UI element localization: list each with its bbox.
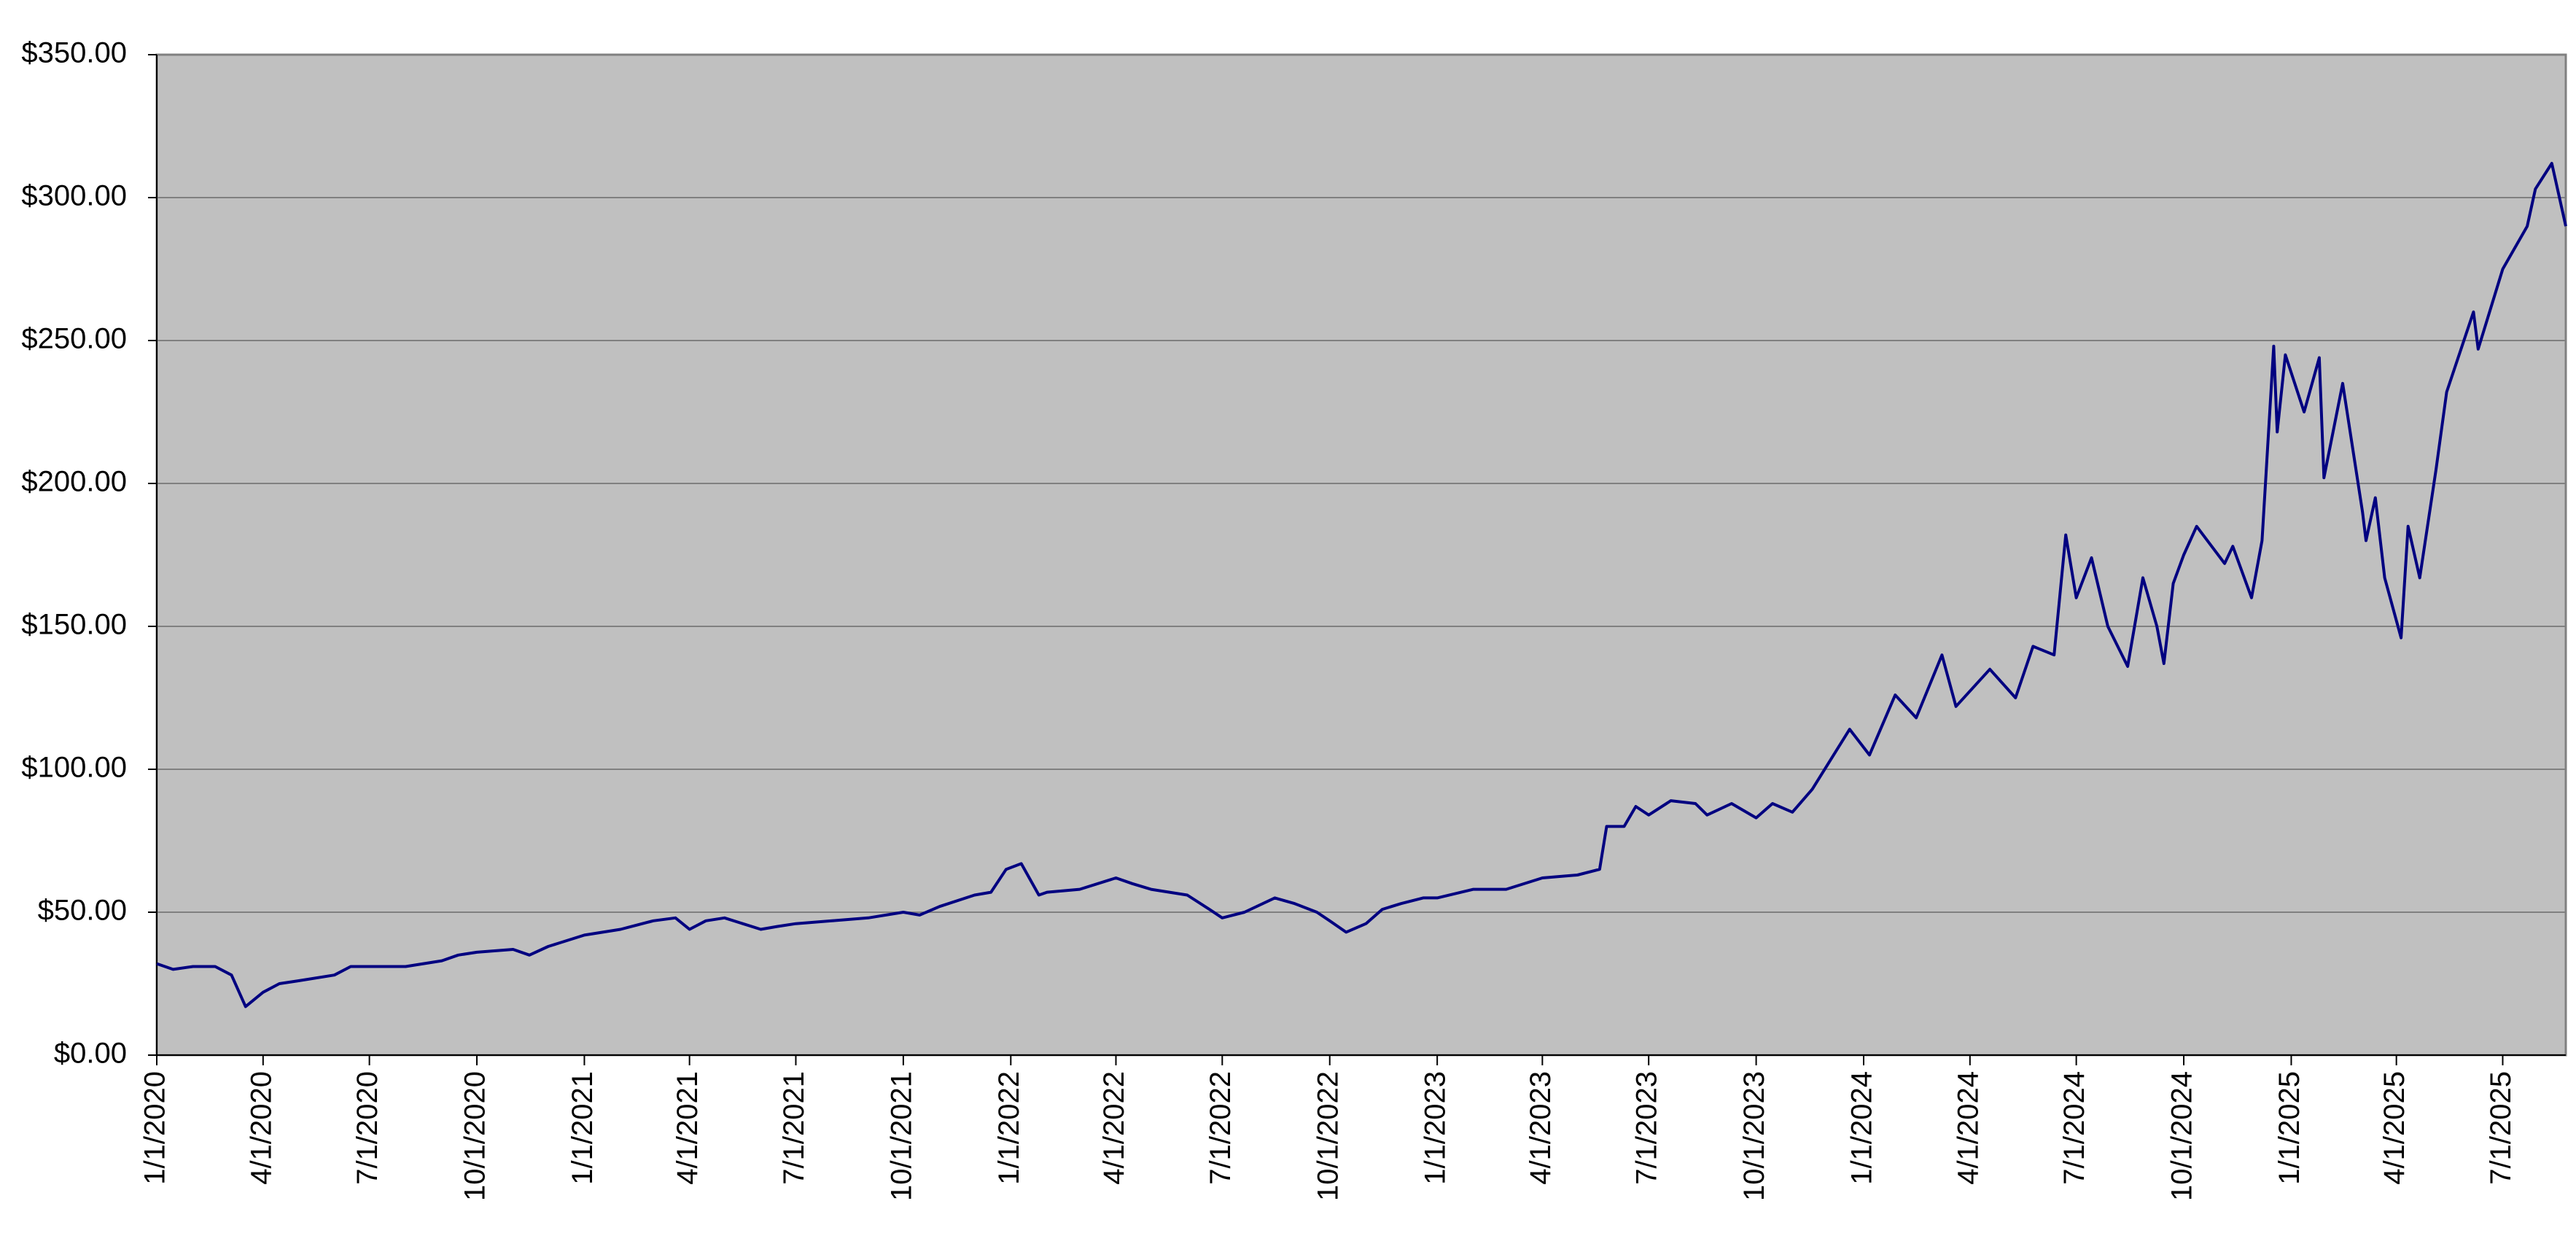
x-tick-label: 7/1/2021: [778, 1071, 810, 1185]
plot-area: [155, 53, 2567, 1057]
y-tick-label: $100.00: [21, 752, 127, 784]
x-tick-label: 7/1/2020: [351, 1071, 384, 1185]
x-tick-label: 1/1/2023: [1420, 1071, 1452, 1185]
x-tick-label: 7/1/2022: [1205, 1071, 1237, 1185]
x-tick-label: 10/1/2021: [885, 1071, 917, 1201]
x-tick-label: 1/1/2022: [993, 1071, 1025, 1185]
x-tick-label: 7/1/2025: [2485, 1071, 2517, 1185]
y-tick-label: $150.00: [21, 609, 127, 641]
x-tick-label: 10/1/2020: [459, 1071, 491, 1201]
y-tick-label: $250.00: [21, 323, 127, 355]
y-tick-label: $50.00: [38, 895, 127, 927]
x-tick-label: 4/1/2024: [1952, 1071, 1984, 1185]
x-tick-label: 10/1/2022: [1312, 1071, 1344, 1201]
x-tick-label: 1/1/2021: [567, 1071, 599, 1185]
x-tick-label: 10/1/2023: [1738, 1071, 1770, 1201]
x-tick-label: 7/1/2024: [2058, 1071, 2090, 1185]
x-tick-label: 4/1/2022: [1098, 1071, 1130, 1185]
y-tick-label: $350.00: [21, 37, 127, 69]
y-tick-label: $0.00: [54, 1038, 127, 1070]
x-tick-label: 10/1/2024: [2166, 1071, 2198, 1201]
x-tick-label: 4/1/2023: [1525, 1071, 1557, 1185]
x-tick-label: 7/1/2023: [1631, 1071, 1663, 1185]
x-tick-label: 1/1/2025: [2273, 1071, 2305, 1185]
x-tick-label: 1/1/2020: [139, 1071, 171, 1185]
y-tick-label: $200.00: [21, 466, 127, 498]
x-tick-label: 4/1/2025: [2378, 1071, 2410, 1185]
x-tick-label: 4/1/2021: [672, 1071, 704, 1185]
x-tick-label: 1/1/2024: [1846, 1071, 1878, 1185]
y-tick-label: $300.00: [21, 180, 127, 212]
x-tick-label: 4/1/2020: [245, 1071, 277, 1185]
price-line: [156, 162, 2567, 1008]
